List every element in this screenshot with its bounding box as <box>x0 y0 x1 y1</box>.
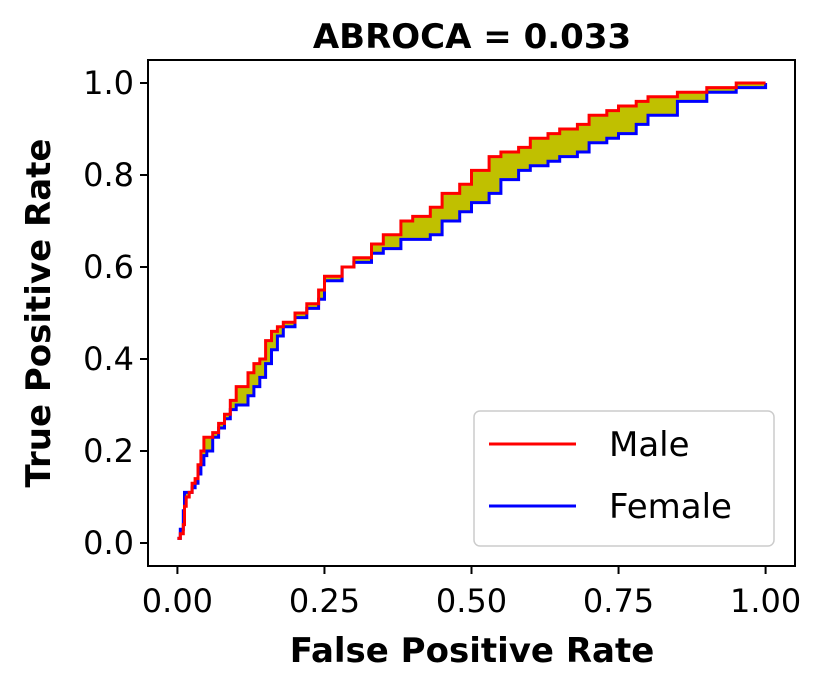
x-tick-label: 0.25 <box>289 582 360 620</box>
x-axis: 0.00 0.25 0.50 0.75 1.00 <box>142 566 801 620</box>
legend: Male Female <box>473 410 775 547</box>
y-tick-label: 0.2 <box>83 432 134 470</box>
x-tick-label: 0.00 <box>142 582 213 620</box>
series-line-male <box>177 81 766 540</box>
y-axis-title: True Positive Rate <box>19 139 59 488</box>
legend-label-male: Male <box>609 425 690 465</box>
y-tick-label: 1.0 <box>83 64 134 102</box>
x-tick-label: 0.50 <box>436 582 507 620</box>
chart-title: ABROCA = 0.033 <box>313 17 631 57</box>
y-tick-label: 0.6 <box>83 248 134 286</box>
y-tick-label: 0.0 <box>83 524 134 562</box>
y-axis: 0.0 0.2 0.4 0.6 0.8 1.0 <box>83 64 148 562</box>
y-tick-label: 0.4 <box>83 340 134 378</box>
x-tick-label: 1.00 <box>730 582 801 620</box>
y-tick-label: 0.8 <box>83 156 134 194</box>
x-tick-label: 0.75 <box>583 582 654 620</box>
legend-label-female: Female <box>609 487 732 527</box>
x-axis-title: False Positive Rate <box>290 631 655 671</box>
plot-area <box>177 81 768 540</box>
